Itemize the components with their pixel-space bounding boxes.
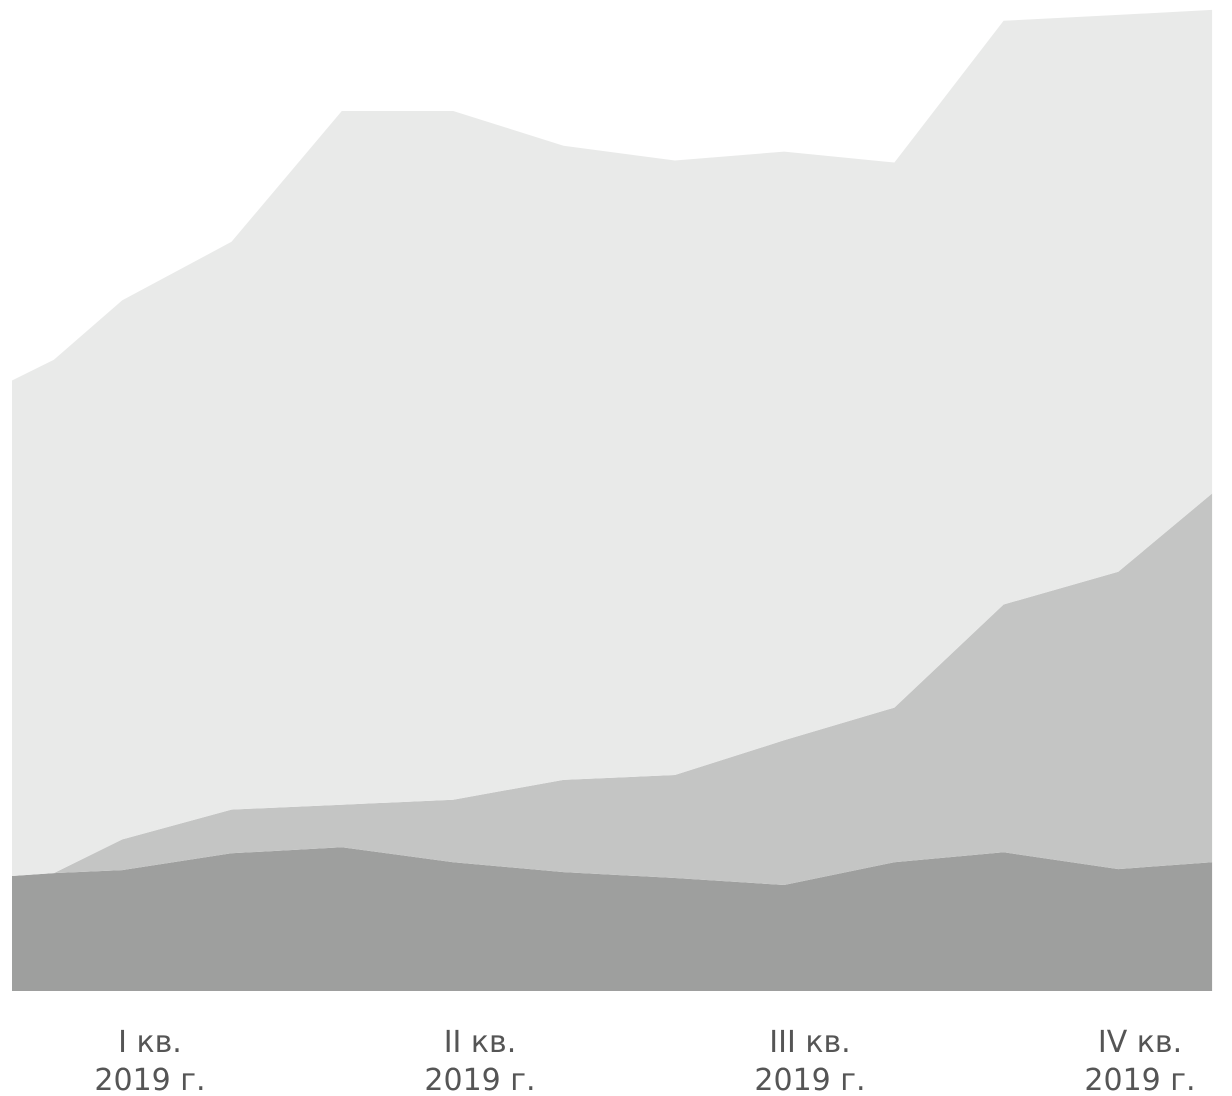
x-tick-year-q3: 2019 г. [754, 1063, 865, 1096]
x-tick-label-q1: I кв. [118, 1025, 182, 1060]
series-areas [12, 10, 1212, 991]
x-tick-label-q3: III кв. [769, 1025, 850, 1060]
x-tick-label-q4: IV кв. [1098, 1025, 1182, 1060]
x-tick-year-q4: 2019 г. [1084, 1063, 1195, 1096]
x-axis-tick-labels: I кв. 2019 г. II кв. 2019 г. III кв. 201… [94, 1025, 1195, 1096]
x-tick-label-q2: II кв. [444, 1025, 517, 1060]
x-tick-year-q2: 2019 г. [424, 1063, 535, 1096]
x-tick-year-q1: 2019 г. [94, 1063, 205, 1096]
